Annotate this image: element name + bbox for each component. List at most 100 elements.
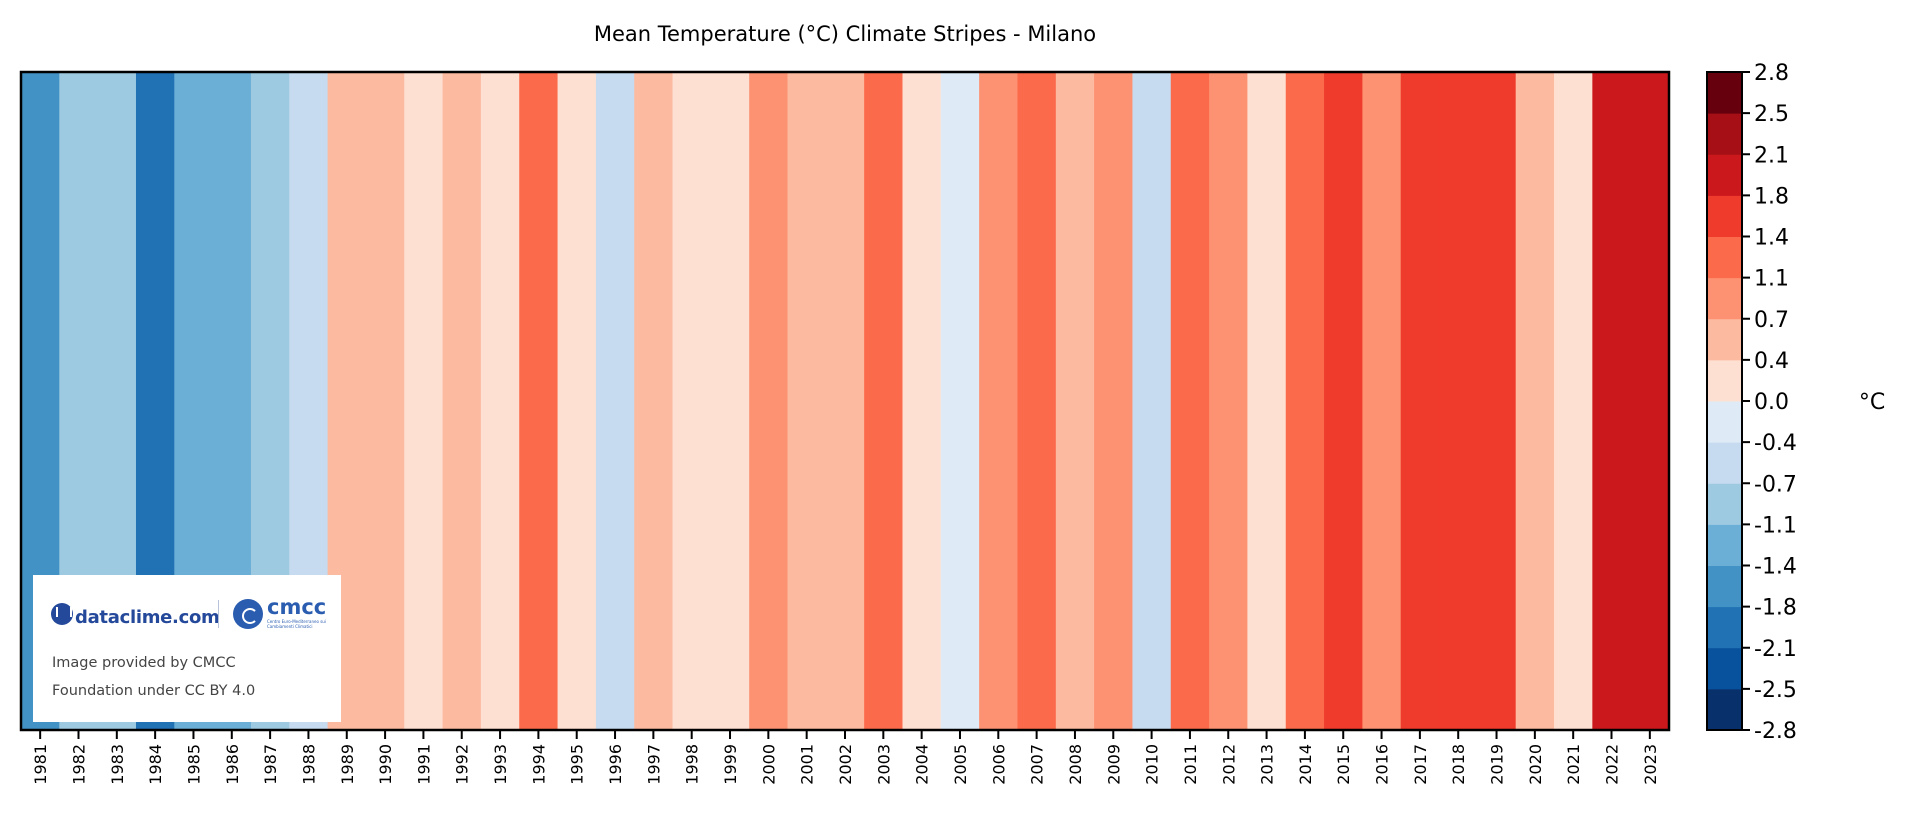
stripe-1998	[672, 72, 712, 730]
colorbar-bin	[1707, 401, 1742, 443]
colorbar-tick-label: 1.8	[1754, 184, 1789, 209]
colorbar-tick-label: 0.7	[1754, 308, 1789, 333]
colorbar-label: °C	[1859, 390, 1885, 415]
stripe-1997	[634, 72, 674, 730]
stripe-2010	[1132, 72, 1172, 730]
logo-divider	[218, 600, 219, 628]
colorbar-bin	[1707, 154, 1742, 196]
x-tick-label: 1986	[223, 744, 242, 785]
x-tick-label: 2017	[1411, 744, 1430, 785]
colorbar-tick-label: -2.8	[1754, 719, 1797, 744]
colorbar-tick-label: 1.1	[1754, 267, 1789, 292]
x-tick-label: 1993	[491, 744, 510, 785]
x-tick-label: 2022	[1603, 744, 1622, 785]
x-tick-label: 1987	[261, 744, 280, 785]
stripe-1995	[557, 72, 597, 730]
colorbar-bin	[1707, 688, 1742, 731]
x-tick-label: 2009	[1104, 744, 1123, 785]
chart-title: Mean Temperature (°C) Climate Stripes - …	[594, 22, 1096, 46]
stripe-2006	[979, 72, 1019, 730]
x-tick-label: 2010	[1143, 744, 1162, 785]
colorbar-tick-label: 2.8	[1754, 61, 1789, 86]
x-tick-label: 2004	[913, 744, 932, 785]
x-tick-label: 1983	[108, 744, 127, 785]
attribution-watermark: dataclime.com cmcc Centro Euro-Mediterra…	[33, 575, 341, 722]
x-tick-label: 2015	[1334, 744, 1353, 785]
stripe-2001	[787, 72, 827, 730]
x-tick-label: 1996	[606, 744, 625, 785]
cmcc-logo-icon	[233, 599, 263, 629]
x-tick-label: 2019	[1488, 744, 1507, 785]
caption-line-1: Image provided by CMCC	[52, 655, 236, 671]
stripe-2013	[1247, 72, 1287, 730]
stripe-2007	[1017, 72, 1057, 730]
plot-frame	[19, 70, 1671, 732]
x-tick-label: 1981	[31, 744, 50, 785]
colorbar-tick-label: -0.7	[1754, 472, 1797, 497]
stripe-2022	[1592, 72, 1632, 730]
x-tick-label: 2023	[1641, 744, 1660, 785]
stripe-2014	[1285, 72, 1325, 730]
x-tick-label: 1992	[453, 744, 472, 785]
dataclime-logo-icon	[51, 603, 73, 625]
x-tick-label: 2014	[1296, 744, 1315, 785]
stripe-1990	[365, 72, 405, 730]
x-tick-label: 2021	[1564, 744, 1583, 785]
colorbar-tick-label: 0.0	[1754, 390, 1789, 415]
colorbar-bin	[1707, 277, 1742, 320]
stripe-1996	[595, 72, 635, 730]
dataclime-logo-text: dataclime.com	[75, 607, 220, 628]
x-tick-label: 2001	[798, 744, 817, 785]
x-tick-label: 2002	[836, 744, 855, 785]
stripe-2012	[1209, 72, 1249, 730]
colorbar-bin	[1707, 524, 1742, 566]
stripe-1993	[480, 72, 520, 730]
x-tick-label: 1998	[683, 744, 702, 785]
x-tick-label: 1984	[146, 744, 165, 785]
x-tick-label: 2020	[1526, 744, 1545, 785]
x-tick-label: 2000	[759, 744, 778, 785]
stripe-2011	[1170, 72, 1210, 730]
colorbar-bin	[1707, 236, 1742, 279]
x-tick-label: 2012	[1219, 744, 1238, 785]
stripe-2020	[1515, 72, 1555, 730]
colorbar-tick-label: -0.4	[1754, 431, 1797, 456]
stripe-2015	[1324, 72, 1363, 730]
x-tick-label: 2011	[1181, 744, 1200, 785]
stripe-1991	[404, 72, 444, 730]
x-tick-label: 2003	[874, 744, 893, 785]
colorbar-bin	[1707, 195, 1742, 237]
x-tick-label: 1990	[376, 744, 395, 785]
x-tick-label: 1989	[338, 744, 357, 785]
x-tick-label: 1985	[184, 744, 203, 785]
colorbar-bin	[1707, 318, 1742, 361]
colorbar-tick-label: -1.1	[1754, 513, 1797, 538]
stripe-2009	[1094, 72, 1134, 730]
colorbar-tick-label: 1.4	[1754, 226, 1789, 251]
stripe-2016	[1362, 72, 1402, 730]
x-tick-label: 2013	[1258, 744, 1277, 785]
stripe-2023	[1630, 72, 1670, 730]
caption-line-2: Foundation under CC BY 4.0	[52, 683, 256, 699]
cmcc-logo-text: cmcc	[267, 595, 327, 619]
colorbar-tick-label: -2.1	[1754, 637, 1797, 662]
stripe-2021	[1554, 72, 1593, 730]
stripe-2000	[749, 72, 789, 730]
x-tick-label: 1991	[414, 744, 433, 785]
x-tick-label: 1988	[299, 744, 318, 785]
colorbar-bin	[1707, 606, 1742, 649]
cmcc-logo-subtitle: Centro Euro-Mediterraneo sui Cambiamenti…	[267, 619, 326, 629]
stripe-1994	[519, 72, 559, 730]
stripe-2002	[825, 72, 865, 730]
colorbar-bin	[1707, 483, 1742, 525]
colorbar-bin	[1707, 359, 1742, 402]
x-tick-label: 2007	[1028, 744, 1047, 785]
x-tick-label: 2016	[1373, 744, 1392, 785]
x-tick-label: 2006	[989, 744, 1008, 785]
x-tick-label: 1994	[529, 744, 548, 785]
colorbar-tick-label: 0.4	[1754, 349, 1789, 374]
colorbar: -2.8 -2.5 -2.1 -1.8 -1.4 -1.1 -0.7 -0.4 0.0 0.4 0.…	[1706, 61, 1797, 744]
x-tick-label: 1999	[721, 744, 740, 785]
stripe-2008	[1055, 72, 1095, 730]
x-tick-label: 1995	[568, 744, 587, 785]
